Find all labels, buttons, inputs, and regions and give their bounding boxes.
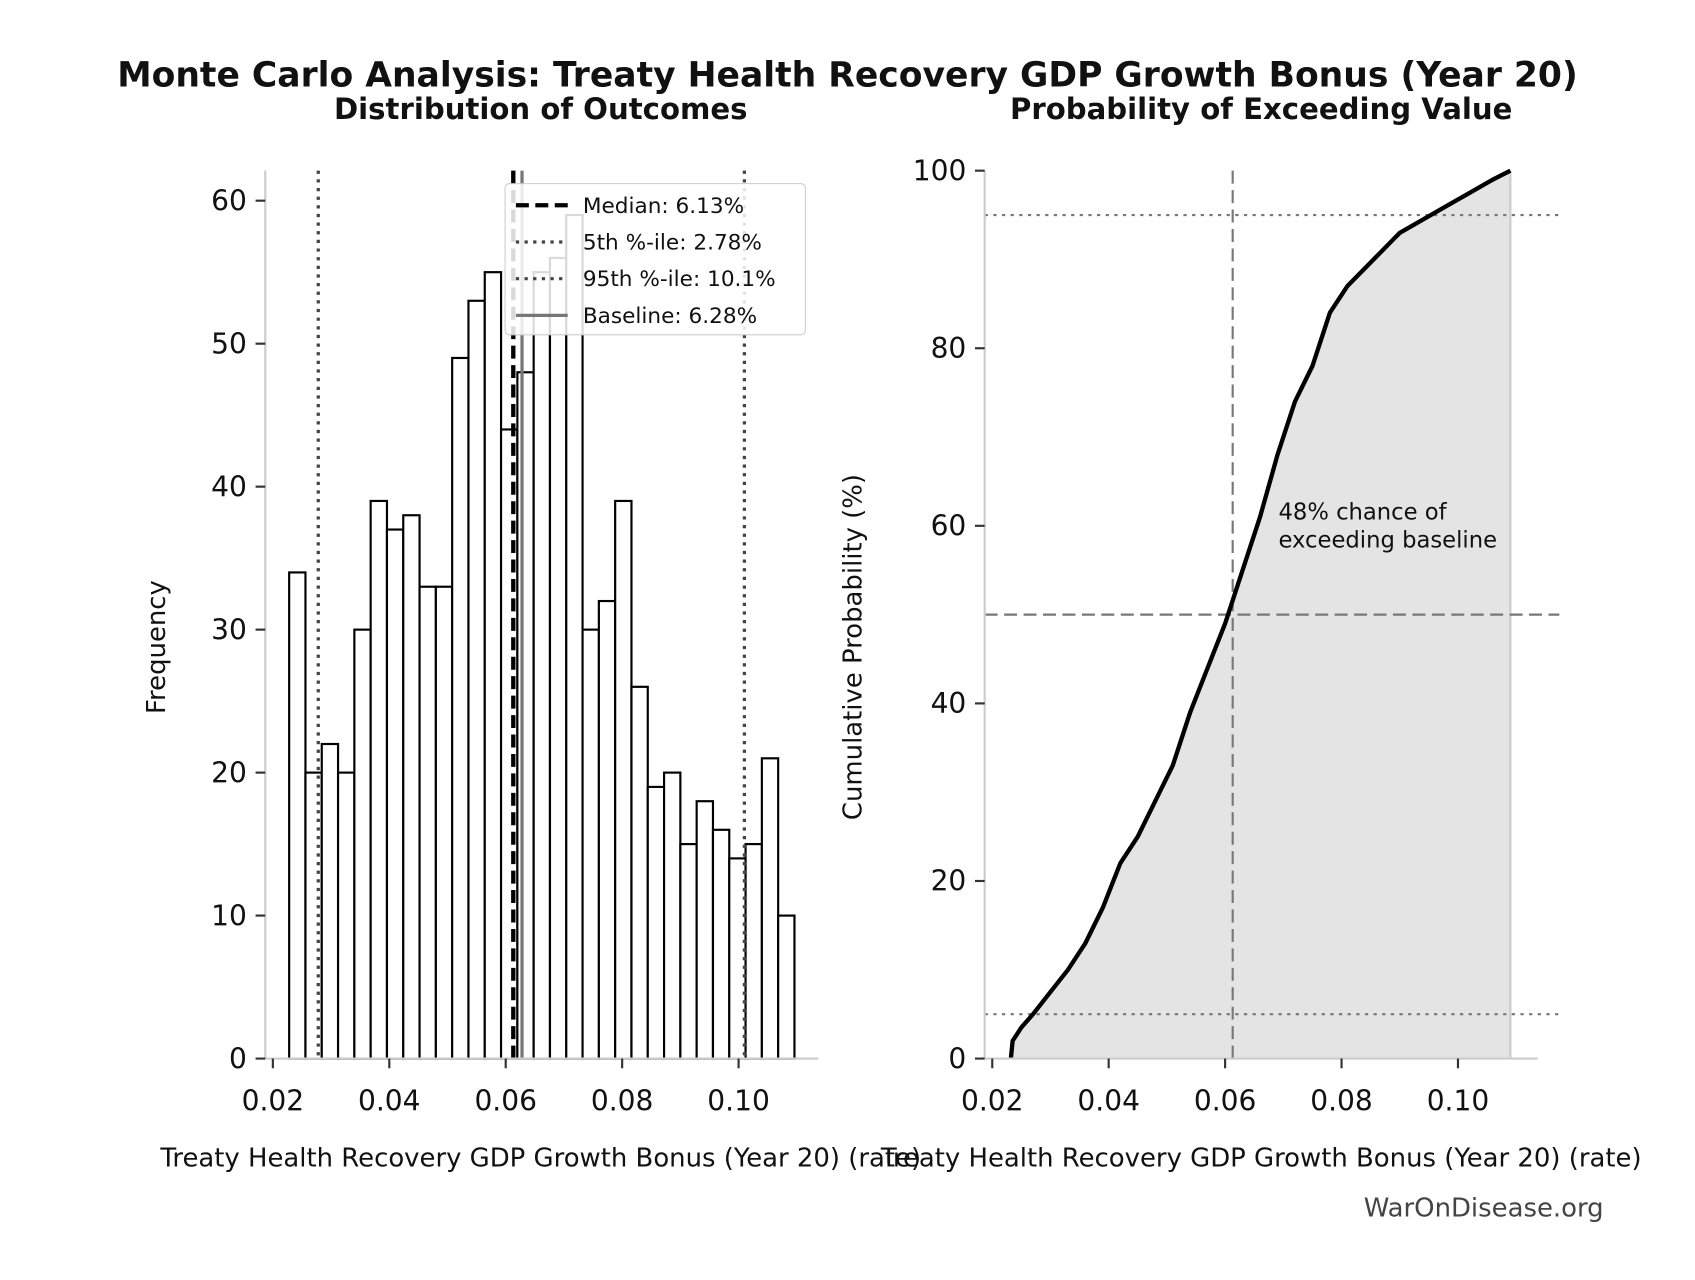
bar [565,213,584,1060]
bar [434,585,454,1060]
legend-label: Median: 6.13% [583,194,744,219]
cdf-line [1008,168,1512,1059]
y-tick-label: 60 [931,510,967,543]
bar [402,514,421,1060]
bar [760,757,780,1060]
annotation: 48% chance of [1278,500,1447,526]
bar [597,599,617,1060]
bar [711,828,731,1060]
bar [288,571,307,1060]
chart-title: Probability of Exceeding Value [1010,92,1513,126]
annotation: exceeding baseline [1278,528,1497,554]
x-axis-label: Treaty Health Recovery GDP Growth Bonus … [880,1144,1642,1174]
y-tick-label: 0 [948,1042,966,1075]
x-tick-label: 0.04 [358,1084,421,1117]
bar [418,585,437,1060]
legend-label: Baseline: 6.28% [583,304,757,329]
bar [695,800,715,1060]
figure-title: Monte Carlo Analysis: Treaty Health Reco… [117,55,1578,95]
bar [679,843,698,1060]
y-tick-label: 20 [931,865,967,898]
x-tick-label: 0.10 [707,1084,770,1117]
legend-label: 5th %-ile: 2.78% [583,231,762,256]
x-tick-label: 0.08 [591,1084,654,1117]
x-axis-label: Treaty Health Recovery GDP Growth Bonus … [159,1144,921,1174]
bar [744,843,763,1060]
chart-title: Distribution of Outcomes [334,92,748,126]
bar [385,528,405,1060]
legend-label: 95th %-ile: 10.1% [583,267,776,292]
y-tick-label: 30 [211,613,247,646]
y-tick-label: 50 [211,327,247,360]
x-tick-label: 0.02 [242,1084,305,1117]
bar [662,771,682,1060]
legend-box [504,183,806,336]
bar [320,742,340,1060]
bar [353,628,372,1060]
y-tick-label: 10 [211,899,247,932]
x-tick-label: 0.04 [1077,1084,1140,1117]
bar [467,299,486,1060]
y-tick-label: 100 [913,154,967,187]
bar [630,685,649,1060]
x-tick-label: 0.08 [1310,1084,1373,1117]
watermark: WarOnDisease.org [1364,1193,1604,1223]
bar [369,499,389,1060]
bar [336,771,356,1060]
y-tick-label: 60 [211,184,247,217]
y-axis-label: Frequency [142,580,172,714]
bar [614,499,633,1060]
bar [516,371,535,1060]
x-tick-label: 0.10 [1427,1084,1490,1117]
y-tick-label: 40 [211,470,247,503]
bar [483,271,503,1060]
bar [777,914,796,1060]
y-tick-label: 80 [931,332,967,365]
y-tick-label: 20 [211,756,247,789]
bar [646,785,666,1060]
bar [548,256,568,1060]
y-tick-label: 40 [931,687,967,720]
x-tick-label: 0.06 [474,1084,537,1117]
y-tick-label: 0 [229,1042,247,1075]
x-tick-label: 0.06 [1194,1084,1257,1117]
bar [532,271,552,1060]
bar [581,628,600,1060]
bar [451,356,470,1060]
x-tick-label: 0.02 [961,1084,1024,1117]
y-axis-label: Cumulative Probability (%) [839,474,869,820]
